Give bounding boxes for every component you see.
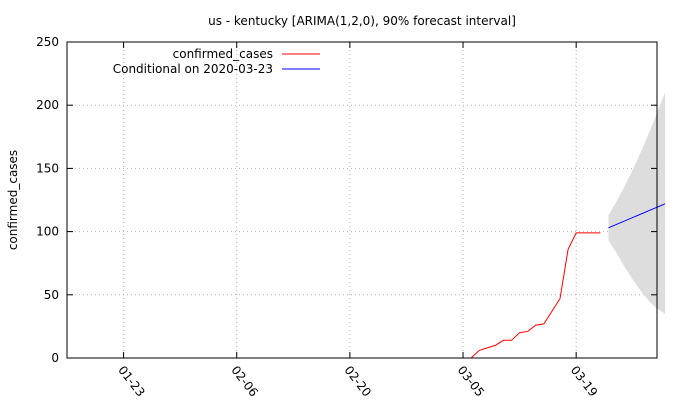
y-tick-label: 250 [36, 35, 59, 49]
y-tick-label: 150 [36, 161, 59, 175]
y-axis-label: confirmed_cases [6, 150, 20, 250]
y-tick-label: 100 [36, 225, 59, 239]
x-tick-label: 02-20 [342, 363, 375, 399]
x-tick-label: 03-19 [568, 363, 601, 399]
forecast-band-layer [608, 92, 666, 314]
x-tick-label: 03-05 [455, 363, 488, 399]
y-tick-label: 200 [36, 98, 59, 112]
series-line-confirmed-cases [470, 232, 601, 359]
forecast-interval-band [608, 92, 666, 314]
chart-title: us - kentucky [ARIMA(1,2,0), 90% forecas… [208, 14, 516, 28]
x-tick-label: 02-06 [228, 363, 261, 399]
plot-frame [66, 41, 658, 359]
legend-label-conditional: Conditional on 2020-03-23 [113, 62, 273, 76]
y-tick-label: 50 [44, 288, 59, 302]
series-line-conditional-forecast [608, 203, 666, 229]
series-layer [470, 203, 666, 359]
ticks: 0 50 100 150 200 250 01-23 02-06 02-20 03-05 03-19 [36, 35, 657, 399]
legend: confirmed_cases Conditional on 2020-03-2… [113, 47, 320, 76]
x-tick-label: 01-23 [115, 363, 148, 399]
grid [67, 42, 657, 358]
legend-label-confirmed-cases: confirmed_cases [173, 47, 273, 61]
y-tick-label: 0 [51, 351, 59, 365]
